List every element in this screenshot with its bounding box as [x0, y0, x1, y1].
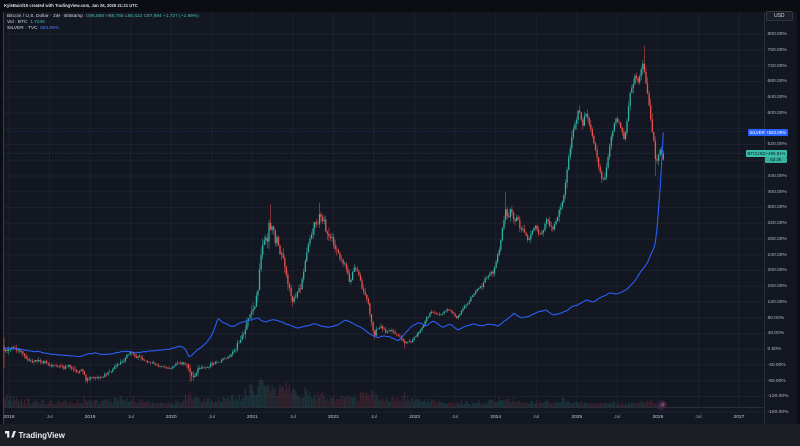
svg-text:TradingView: TradingView: [18, 431, 65, 440]
